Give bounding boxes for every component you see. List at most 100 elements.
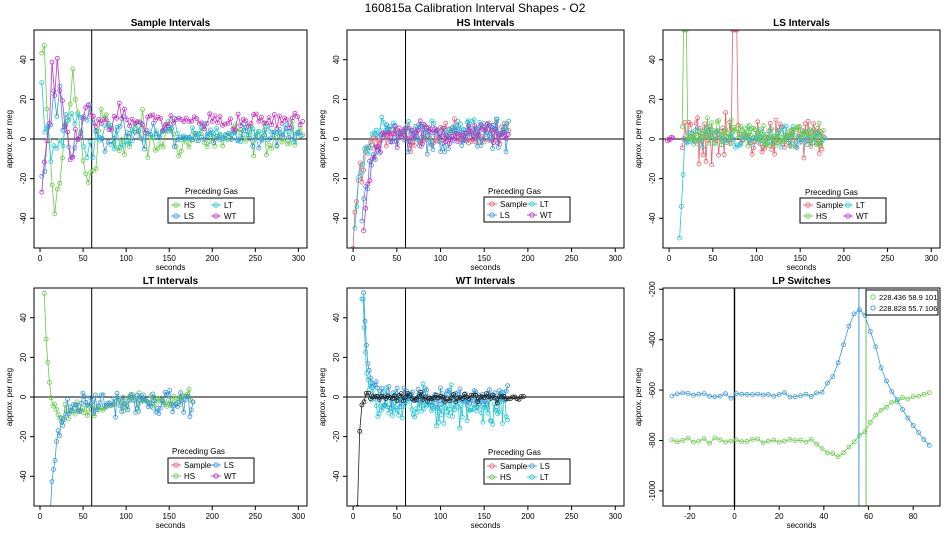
data-point <box>269 122 275 128</box>
x-tick-label: 250 <box>565 512 579 521</box>
data-point <box>493 126 499 132</box>
data-point <box>781 144 787 150</box>
data-point <box>87 102 93 108</box>
data-point <box>352 209 358 215</box>
data-point <box>102 148 108 154</box>
legend-swatch-marker <box>213 473 219 479</box>
data-point <box>117 144 123 150</box>
data-point <box>435 404 441 410</box>
data-point <box>706 140 712 146</box>
data-point <box>830 374 836 380</box>
data-point <box>684 30 689 33</box>
data-point <box>434 423 439 429</box>
data-point <box>884 404 889 410</box>
data-point <box>123 403 129 409</box>
data-point <box>39 173 45 179</box>
data-point <box>428 141 434 147</box>
x-tick-label: 300 <box>292 254 306 263</box>
data-point <box>156 411 162 416</box>
data-point <box>495 144 501 150</box>
data-point <box>60 422 66 428</box>
data-point <box>217 114 223 120</box>
data-point <box>74 402 80 408</box>
legend-entry-Sample: Sample <box>500 200 528 209</box>
data-point <box>698 125 703 131</box>
data-point <box>424 151 430 157</box>
data-point <box>300 119 306 124</box>
data-point <box>155 145 161 151</box>
data-point <box>739 439 744 445</box>
data-point <box>145 114 151 120</box>
data-point <box>91 113 96 119</box>
data-point <box>411 142 417 148</box>
data-point <box>812 135 818 141</box>
data-point <box>66 117 72 123</box>
data-point <box>379 114 385 120</box>
data-point <box>67 101 73 107</box>
data-point <box>165 392 171 398</box>
data-point <box>776 391 782 397</box>
data-point <box>501 121 507 126</box>
data-point <box>497 393 502 399</box>
data-point <box>277 130 283 136</box>
data-point <box>82 394 87 400</box>
data-point <box>436 419 442 425</box>
data-point <box>685 390 691 396</box>
data-point <box>111 135 117 141</box>
data-point <box>489 128 494 134</box>
data-point <box>204 144 210 150</box>
data-point <box>227 116 233 122</box>
data-point <box>766 143 772 149</box>
data-point <box>430 130 436 136</box>
data-point <box>126 131 132 136</box>
data-point <box>480 127 486 133</box>
data-point <box>789 133 794 139</box>
legend-entry-HS: HS <box>184 472 195 481</box>
data-point <box>358 170 364 176</box>
data-point <box>54 114 60 119</box>
series-line-LT <box>361 298 508 429</box>
data-point <box>814 142 819 148</box>
y-axis-label: approx. per meg <box>318 110 327 168</box>
y-axis-label: approx. per meg <box>634 368 643 426</box>
x-tick-label: 0 <box>732 512 737 521</box>
data-point <box>117 123 123 129</box>
data-point <box>117 403 123 409</box>
data-point <box>439 401 445 407</box>
data-point <box>160 127 166 133</box>
data-point <box>410 389 415 395</box>
data-point <box>889 399 895 405</box>
data-point <box>91 411 97 417</box>
data-point <box>669 437 675 443</box>
data-point <box>403 394 408 400</box>
data-point <box>482 405 488 411</box>
data-point <box>110 401 115 407</box>
data-point <box>368 375 374 381</box>
legend-swatch-marker <box>213 213 219 219</box>
data-point <box>150 134 156 140</box>
data-point <box>712 140 717 146</box>
data-point <box>100 392 106 398</box>
data-point <box>41 290 47 296</box>
data-point <box>63 411 69 417</box>
data-point <box>360 161 366 167</box>
data-point <box>205 131 210 137</box>
legend-box <box>483 196 571 223</box>
data-point <box>261 120 267 126</box>
data-point <box>297 122 303 128</box>
x-tick-label: 100 <box>750 254 764 263</box>
data-point <box>371 154 377 160</box>
data-point <box>359 179 365 185</box>
legend-swatch-marker <box>870 294 876 300</box>
data-point <box>44 106 50 112</box>
data-point <box>809 133 815 139</box>
data-point <box>782 390 787 396</box>
legend-entry: 228.436 58.9 101 <box>879 293 937 302</box>
x-axis-label: seconds <box>787 263 817 272</box>
data-point <box>490 392 496 398</box>
data-point <box>168 126 174 132</box>
data-point <box>127 144 133 150</box>
data-point <box>225 120 231 126</box>
data-point <box>375 414 381 420</box>
